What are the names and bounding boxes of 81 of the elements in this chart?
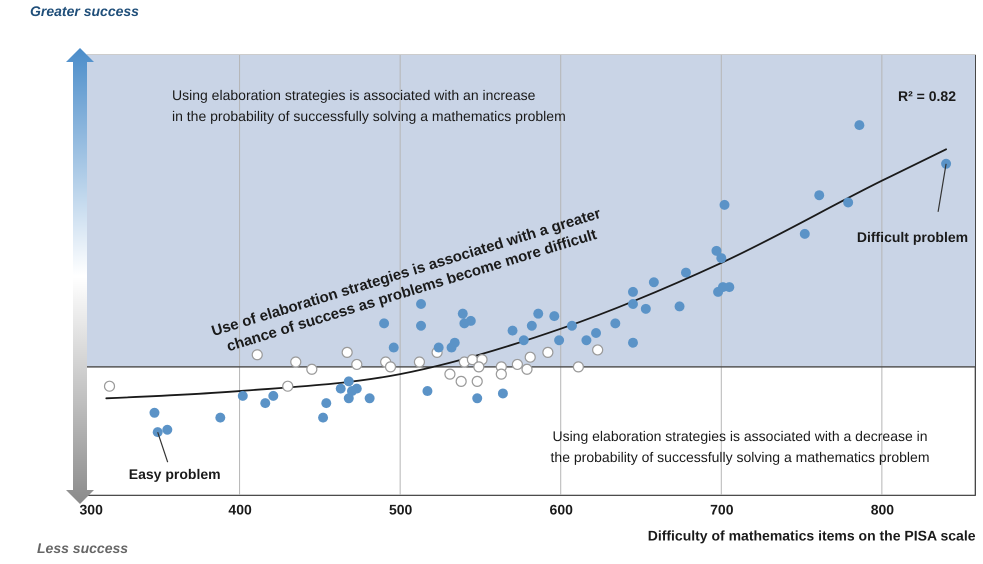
point [238, 390, 248, 401]
text: Using elaboration strategies is associated with an increase in the probability of successfully solving a mathematics problem [172, 87, 566, 124]
point [572, 361, 584, 372]
point [716, 253, 726, 264]
x-tick-label: 600 [550, 502, 574, 518]
point [162, 424, 172, 435]
point [628, 299, 638, 309]
point [104, 380, 116, 392]
point [456, 376, 467, 387]
point [351, 358, 362, 370]
point [290, 356, 302, 368]
point [472, 376, 483, 387]
point [282, 380, 294, 392]
point [591, 328, 602, 338]
point [472, 393, 482, 404]
x-tick-label: 800 [870, 502, 894, 518]
point [518, 335, 529, 346]
point [379, 318, 390, 328]
point [674, 301, 685, 312]
point [648, 277, 659, 288]
x-tick-label: 300 [80, 502, 104, 518]
point [549, 311, 560, 322]
point [496, 368, 507, 380]
point [466, 316, 476, 326]
point [854, 120, 864, 130]
point [416, 320, 426, 331]
point [628, 338, 638, 348]
point [711, 246, 722, 256]
point [352, 384, 362, 394]
annotation: Easy problem [128, 466, 221, 482]
point [521, 364, 533, 375]
point [592, 344, 604, 356]
point [444, 368, 456, 380]
point [498, 388, 508, 398]
point [581, 335, 592, 346]
text: Less success [37, 540, 128, 556]
point [508, 326, 518, 336]
point [640, 304, 651, 314]
point [680, 268, 691, 278]
point [450, 338, 460, 348]
point [554, 335, 564, 346]
point [720, 200, 730, 210]
point [610, 318, 620, 328]
x-tick-label: 400 [228, 502, 252, 518]
point [215, 412, 226, 423]
point [533, 308, 544, 319]
point [524, 352, 536, 363]
point [388, 342, 399, 353]
point [843, 197, 854, 208]
point [814, 190, 824, 200]
annotation: Difficult problem [856, 228, 968, 245]
point [384, 361, 396, 372]
point [414, 356, 426, 368]
point [434, 342, 444, 353]
text: Greater success [30, 3, 140, 19]
point [336, 384, 346, 394]
point [526, 320, 537, 331]
point [306, 364, 318, 375]
point [542, 346, 554, 358]
point [458, 308, 468, 319]
point [422, 386, 432, 396]
point [268, 390, 278, 401]
point [628, 286, 638, 297]
point [260, 398, 270, 408]
point [364, 393, 375, 404]
point [318, 412, 328, 423]
point [941, 158, 952, 169]
text: R² = 0.82 [898, 88, 956, 104]
annotation: Using elaboration strategies is associated with a decrease in the probability of successfully solving a mathematics problem [550, 428, 930, 465]
point [344, 376, 354, 386]
x-axis-title: Difficulty of mathematics items on the PISA scale [648, 528, 976, 544]
point [152, 427, 163, 438]
point [473, 361, 484, 372]
point [342, 346, 353, 358]
x-tick-label: 500 [388, 502, 413, 518]
point [321, 398, 332, 408]
point [800, 228, 810, 239]
point [566, 320, 577, 331]
point [149, 408, 160, 418]
point [512, 358, 523, 370]
x-tick-label: 700 [710, 502, 734, 518]
